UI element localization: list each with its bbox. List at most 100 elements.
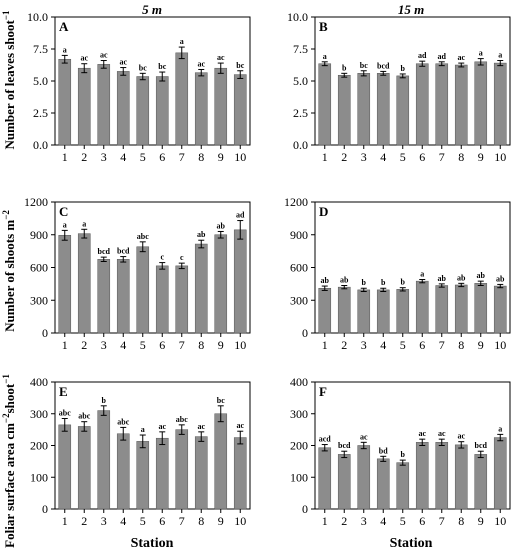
panel-c-xtick-label: 3 xyxy=(101,338,107,352)
panel-c-xtick-label: 10 xyxy=(234,338,246,352)
panel-c-ytick-label: 300 xyxy=(30,293,48,307)
panel-a-xtick-label: 3 xyxy=(101,150,107,164)
panel-f-significance-label: ac xyxy=(438,429,446,438)
panel-a: 0.0 2.5 5.0 7.5 10.0 a 1 ac 2 ac 3 ac 4 bc 5 bc 6 a 7 ac 8 ac… xyxy=(27,10,251,164)
y-axis-label-leaves: Number of leaves shoot−1 xyxy=(1,10,17,150)
panel-c-bar xyxy=(214,234,228,334)
panel-a-bar xyxy=(136,76,150,146)
panel-b-letter: B xyxy=(319,19,328,34)
panel-a-significance-label: bc xyxy=(236,61,244,70)
panel-c-xtick-label: 8 xyxy=(198,338,204,352)
panel-b-significance-label: b xyxy=(401,64,406,73)
panel-e-bar xyxy=(194,436,208,510)
panel-c-significance-label: ab xyxy=(217,221,226,230)
panel-f-significance-label: b xyxy=(401,450,406,459)
panel-d-significance-label: ab xyxy=(321,276,330,285)
panel-a-bar xyxy=(116,71,130,146)
panel-d-bar xyxy=(396,289,410,334)
panel-f-significance-label: acd xyxy=(319,435,332,444)
panel-d-xtick-label: 1 xyxy=(322,338,328,352)
panel-a-bar xyxy=(58,58,72,146)
panel-e-bar xyxy=(214,413,228,510)
panel-d-xtick-label: 3 xyxy=(361,338,367,352)
panel-b-xtick-label: 2 xyxy=(341,150,347,164)
panel-e-significance-label: abc xyxy=(59,409,71,418)
panel-a-letter: A xyxy=(59,19,69,34)
panel-a-xtick-label: 9 xyxy=(218,150,224,164)
panel-b-bar xyxy=(357,73,371,146)
panel-e-xtick-label: 9 xyxy=(218,514,224,528)
x-axis-label-left: Station xyxy=(131,536,174,550)
panel-a-significance-label: bc xyxy=(158,62,166,71)
panel-d-xtick-label: 5 xyxy=(400,338,406,352)
y-axis-label-area: Foliar surface area cm−2shoot−1 xyxy=(1,374,17,548)
panel-f-xtick-label: 4 xyxy=(380,514,386,528)
y-axis-label-shoots-sup: −2 xyxy=(1,210,11,220)
panel-d-significance-label: b xyxy=(381,278,386,287)
panel-b-bar xyxy=(415,63,429,146)
panel-c-xtick-label: 9 xyxy=(218,338,224,352)
panel-e-significance-label: a xyxy=(141,425,145,434)
panel-b-significance-label: a xyxy=(323,52,327,61)
panel-e-bar xyxy=(233,437,247,510)
panel-b-bar xyxy=(493,62,507,146)
panel-f-bar xyxy=(376,458,390,510)
panel-e-bar xyxy=(175,429,189,510)
panel-a-significance-label: bc xyxy=(139,63,147,72)
panel-d-bar xyxy=(435,285,449,334)
panel-d-xtick-label: 2 xyxy=(341,338,347,352)
panel-c-letter: C xyxy=(59,204,68,219)
panel-a-significance-label: ac xyxy=(119,58,127,67)
x-axis-label-right: Station xyxy=(390,536,433,550)
panel-f-ytick-label: 400 xyxy=(290,375,308,389)
panel-b-xtick-label: 3 xyxy=(361,150,367,164)
panel-c-bar xyxy=(97,259,111,334)
panel-e-letter: E xyxy=(59,384,68,399)
panel-a-xtick-label: 2 xyxy=(81,150,87,164)
panel-e-significance-label: abc xyxy=(117,417,129,426)
panel-b-significance-label: ad xyxy=(418,51,427,60)
panel-e-ytick-label: 200 xyxy=(30,439,48,453)
panel-c-ytick-label: 0 xyxy=(42,326,48,340)
y-axis-label-area-text: Foliar surface area cm xyxy=(2,423,17,548)
panel-b-significance-label: a xyxy=(498,51,502,60)
panel-e-ytick-label: 400 xyxy=(30,375,48,389)
y-axis-label-area-text2: shoot xyxy=(2,383,17,413)
panel-c-bar xyxy=(116,259,130,334)
panel-b-xtick-label: 9 xyxy=(478,150,484,164)
panel-a-xtick-label: 8 xyxy=(198,150,204,164)
panel-f-significance-label: ac xyxy=(457,432,465,441)
panel-b-bar xyxy=(474,61,488,146)
panel-e-xtick-label: 5 xyxy=(140,514,146,528)
panel-e-bar xyxy=(97,410,111,510)
panel-e: 0 100 200 300 400 abc 1 abc 2 b 3 abc 4 a 5 ac 6 abc 7 ac 8 b… xyxy=(30,375,251,528)
panel-b-xtick-label: 5 xyxy=(400,150,406,164)
panel-d-xtick-label: 9 xyxy=(478,338,484,352)
panel-f-letter: F xyxy=(319,384,327,399)
panel-f-xtick-label: 9 xyxy=(478,514,484,528)
panel-b-xtick-label: 4 xyxy=(380,150,386,164)
y-axis-label-leaves-text: Number of leaves shoot xyxy=(2,19,17,149)
panel-b-ytick-label: 0.0 xyxy=(293,138,308,152)
panel-f-ytick-label: 200 xyxy=(290,439,308,453)
panel-f-ytick-label: 100 xyxy=(290,470,308,484)
panel-f-significance-label: bd xyxy=(379,446,388,455)
panel-a-bar xyxy=(194,72,208,146)
panel-d-bar xyxy=(318,287,332,334)
panel-d-ytick-label: 900 xyxy=(290,228,308,242)
panel-c-ytick-label: 900 xyxy=(30,228,48,242)
panel-c-xtick-label: 4 xyxy=(120,338,126,352)
panel-a-bar xyxy=(175,52,189,146)
panel-f-xtick-label: 1 xyxy=(322,514,328,528)
panel-f-xtick-label: 6 xyxy=(419,514,425,528)
panel-b-significance-label: a xyxy=(479,49,483,58)
panel-b-bar xyxy=(376,73,390,146)
panel-e-significance-label: ac xyxy=(236,421,244,430)
panel-c-significance-label: ad xyxy=(236,211,245,220)
panel-a-ytick-label: 5.0 xyxy=(33,74,48,88)
column-title-5m: 5 m xyxy=(142,2,162,17)
panel-a-ytick-label: 10.0 xyxy=(27,10,48,24)
panel-a-xtick-label: 7 xyxy=(179,150,185,164)
panel-a-bar xyxy=(155,76,169,146)
panel-a-xtick-label: 1 xyxy=(62,150,68,164)
